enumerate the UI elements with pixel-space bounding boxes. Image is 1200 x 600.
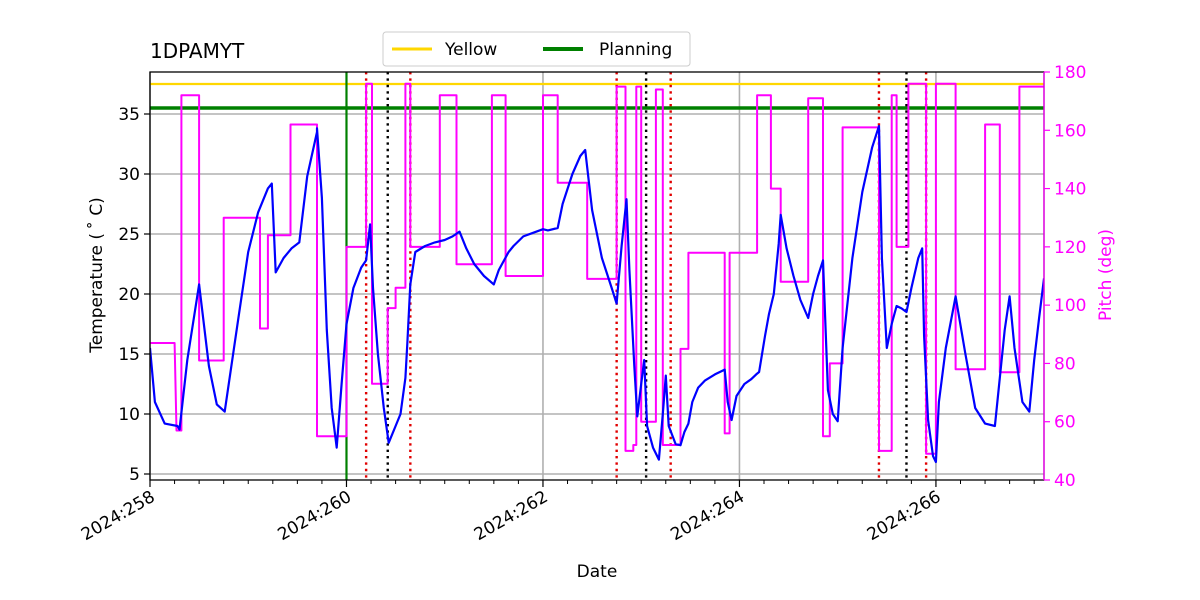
y-tick-label: 30 [118, 165, 140, 185]
y-tick-label: 20 [118, 285, 140, 305]
x-tick-label: 2024:266 [864, 487, 945, 545]
y-tick-label: 5 [129, 465, 140, 485]
y-tick-label: 15 [118, 345, 140, 365]
grid [149, 72, 1044, 480]
chart-title: 1DPAMYT [150, 39, 245, 63]
y2-tick-label: 140 [1054, 180, 1086, 200]
x-tick-label: 2024:262 [471, 487, 552, 545]
legend-label-yellow: Yellow [444, 40, 497, 60]
y2-tick-label: 180 [1054, 63, 1086, 83]
x-tick-label: 2024:260 [274, 487, 355, 545]
x-tick-label: 2024:258 [78, 487, 159, 545]
y2-tick-label: 160 [1054, 121, 1086, 141]
y2-tick-label: 100 [1054, 296, 1086, 316]
y2-tick-label: 60 [1054, 413, 1076, 433]
y-tick-label: 10 [118, 405, 140, 425]
y2-tick-label: 120 [1054, 238, 1086, 258]
pitch-line [150, 82, 1044, 455]
y2-axis-label: Pitch (deg) [1096, 229, 1116, 321]
y2-tick-label: 80 [1054, 354, 1076, 374]
y2-tick-label: 40 [1054, 471, 1076, 491]
x-tick-label: 2024:264 [667, 487, 748, 545]
plot-frame [149, 71, 1045, 481]
plot-data [150, 72, 1044, 480]
legend-label-planning: Planning [599, 40, 672, 60]
temperature-line [150, 124, 1044, 464]
y-tick-label: 35 [118, 105, 140, 125]
legend: Yellow Planning [382, 31, 691, 67]
y-tick-label: 25 [118, 225, 140, 245]
y-axis-label: Temperature ( ˚ C) [86, 197, 107, 354]
legend-frame [382, 31, 691, 67]
x-axis-label: Date [577, 562, 618, 582]
